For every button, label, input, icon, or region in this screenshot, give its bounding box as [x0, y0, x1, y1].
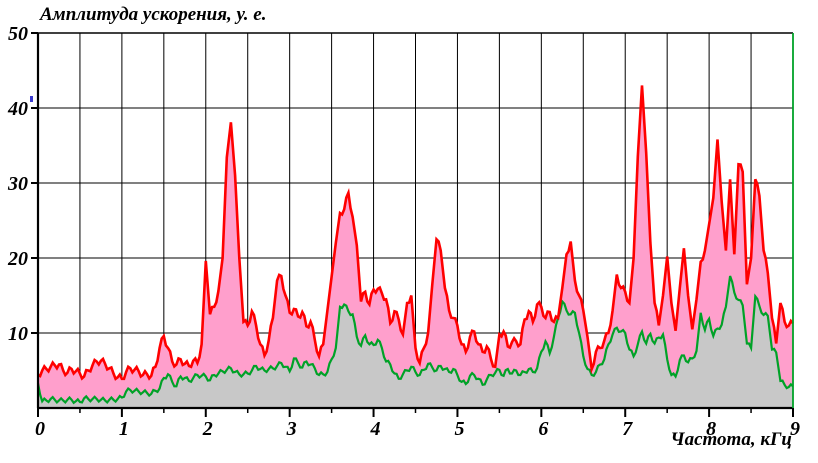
- x-tick-label: 6: [538, 418, 548, 440]
- x-tick-label: 2: [202, 418, 213, 440]
- x-tick-label: 4: [370, 418, 381, 440]
- lower-series-fill: [38, 276, 793, 408]
- x-tick-label: 0: [35, 418, 45, 440]
- y-tick-label: 40: [7, 98, 28, 120]
- x-tick-label: 5: [454, 418, 464, 440]
- x-tick-label: 7: [622, 418, 633, 440]
- y-tick-labels: 50 40 30 20 10: [7, 23, 28, 345]
- x-tick-label: 1: [119, 418, 129, 440]
- y-tick-label: 50: [8, 23, 28, 45]
- y-tick-label: 20: [7, 248, 28, 270]
- x-axis-title: Частота, кГц: [670, 429, 792, 450]
- stray-blue-mark: [30, 96, 33, 102]
- x-tick-label: 3: [286, 418, 297, 440]
- upper-series-line: [37, 85, 794, 381]
- y-tick-label: 10: [8, 323, 28, 345]
- lower-series-line: [36, 275, 794, 405]
- x-tick-labels: 0 1 2 3 4 5 6 7 8 9: [35, 418, 800, 440]
- y-tick-label: 30: [7, 173, 28, 195]
- axis-ticks: [31, 32, 794, 417]
- y-axis-title: Амплитуда ускорения, у. е.: [40, 4, 267, 25]
- x-tick-label: 9: [790, 418, 800, 440]
- x-tick-label: 8: [706, 418, 716, 440]
